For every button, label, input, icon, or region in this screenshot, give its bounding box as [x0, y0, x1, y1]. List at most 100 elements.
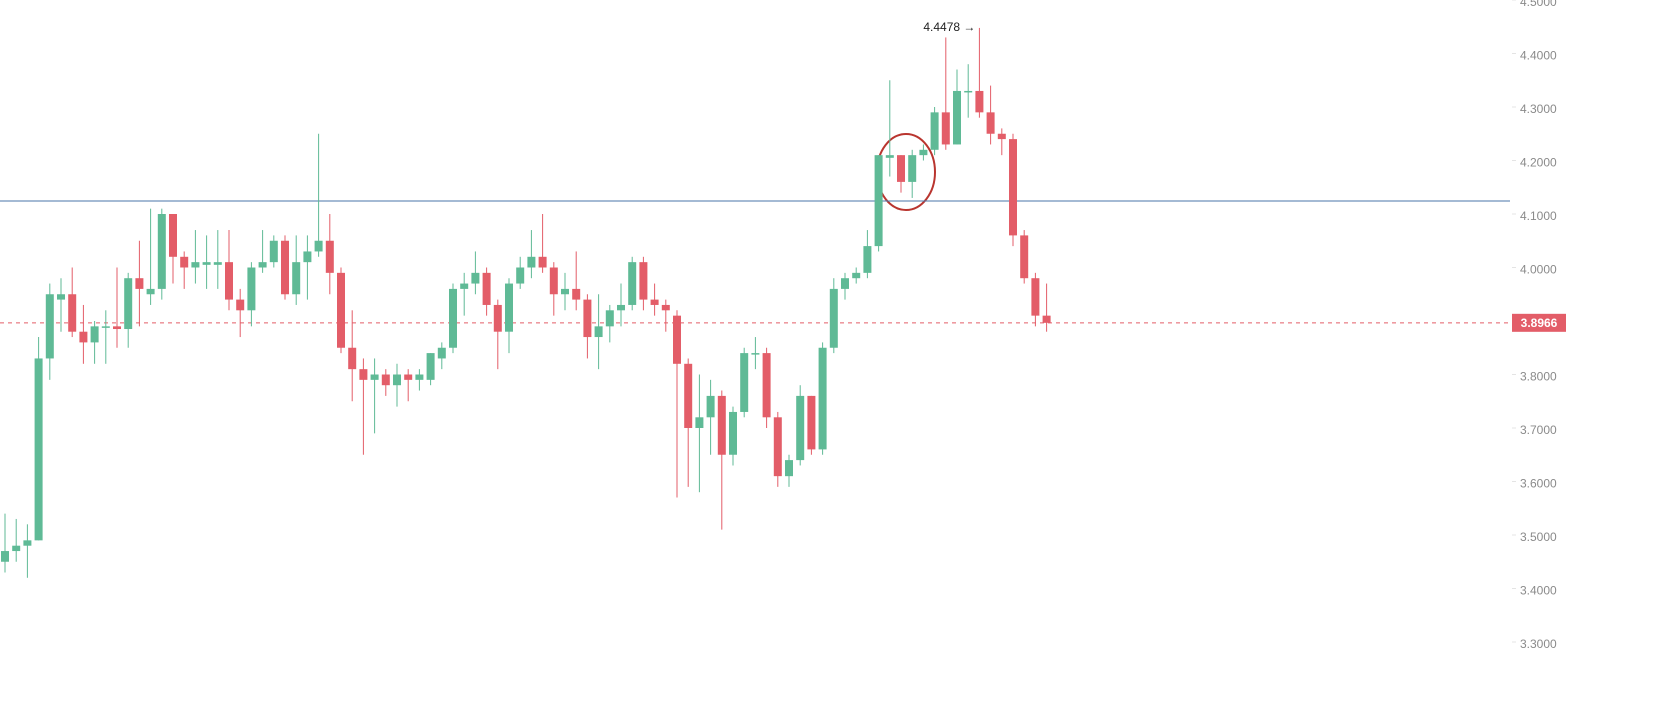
- candle-body: [740, 353, 749, 412]
- candle-body: [594, 326, 603, 338]
- candle-body: [415, 374, 424, 380]
- candle-body: [101, 326, 110, 328]
- candle-body: [337, 272, 345, 348]
- candle-body: [113, 326, 121, 330]
- candle-body: [68, 294, 77, 332]
- candle-body: [617, 304, 625, 311]
- candle-body: [964, 90, 973, 93]
- candle-body: [471, 272, 480, 284]
- candle-body: [146, 288, 155, 295]
- candle-body: [930, 112, 939, 150]
- candle-body: [639, 262, 648, 300]
- candle-body: [628, 262, 637, 305]
- candle-body: [213, 262, 222, 265]
- candle-body: [684, 363, 693, 428]
- candle-body: [863, 246, 872, 273]
- candle-body: [157, 214, 166, 289]
- candle-body: [247, 267, 256, 311]
- candle-body: [359, 369, 368, 380]
- candle-body: [953, 90, 961, 145]
- candle-body: [796, 395, 805, 461]
- candle-body: [34, 358, 43, 541]
- y-tick-label: 4.1000: [1520, 209, 1557, 223]
- y-tick-label: 4.3000: [1520, 102, 1557, 116]
- candle-body: [505, 283, 513, 332]
- candle-body: [908, 155, 917, 182]
- candle-body: [258, 262, 267, 268]
- candle-body: [986, 112, 995, 134]
- candle-body: [706, 395, 715, 418]
- candle-body: [269, 240, 278, 263]
- y-tick-label: 3.5000: [1520, 530, 1557, 544]
- candle-body: [236, 299, 245, 311]
- candle-body: [135, 278, 144, 289]
- candle-body: [449, 288, 457, 348]
- candle-body: [650, 299, 659, 305]
- y-tick-label: 3.8000: [1520, 370, 1557, 384]
- candle-body: [516, 267, 525, 284]
- candle-body: [1031, 278, 1040, 316]
- candle-body: [919, 149, 928, 156]
- candle-body: [79, 331, 88, 343]
- candle-body: [1042, 315, 1051, 323]
- y-tick-label: 3.6000: [1520, 477, 1557, 491]
- candle-body: [90, 326, 99, 343]
- candle-body: [975, 90, 984, 113]
- candle-body: [482, 272, 491, 305]
- candle-body: [493, 304, 502, 332]
- candle-body: [292, 262, 301, 295]
- candle-body: [852, 272, 861, 279]
- y-tick-label: 4.2000: [1520, 156, 1557, 170]
- candle-body: [348, 347, 357, 370]
- candle-body: [12, 545, 21, 552]
- y-tick-label: 3.7000: [1520, 423, 1557, 437]
- candle-body: [303, 251, 312, 263]
- y-tick-label: 4.4000: [1520, 49, 1557, 63]
- candle-body: [785, 460, 793, 477]
- candle-body: [393, 374, 401, 386]
- candle-body: [673, 315, 681, 364]
- candle-body: [807, 395, 816, 450]
- y-tick-label: 4.0000: [1520, 263, 1557, 277]
- candle-body: [314, 240, 323, 252]
- candle-body: [695, 417, 704, 428]
- candle-body: [180, 256, 189, 268]
- annotation: 4.4478 →: [923, 20, 975, 34]
- candle-body: [561, 288, 569, 295]
- candle-body: [57, 294, 65, 300]
- candle-body: [225, 262, 233, 300]
- y-tick-label: 3.4000: [1520, 584, 1557, 598]
- candle-body: [997, 133, 1006, 140]
- candle-body: [381, 374, 390, 386]
- candle-body: [941, 112, 950, 145]
- candle-body: [23, 540, 32, 546]
- candle-body: [549, 267, 558, 295]
- candle-body: [874, 155, 883, 247]
- y-tick-label: 3.3000: [1520, 637, 1557, 651]
- candle-body: [202, 262, 211, 265]
- candle-body: [661, 304, 670, 311]
- last-price-label: 3.8966: [1521, 316, 1558, 330]
- candle-body: [717, 395, 726, 455]
- candle-body: [1, 551, 9, 562]
- candle-body: [538, 256, 547, 268]
- candle-body: [45, 294, 54, 359]
- candle-body: [1009, 139, 1017, 236]
- candle-body: [191, 262, 200, 268]
- candle-body: [897, 155, 905, 182]
- highlight-circle: [876, 133, 936, 211]
- candle-body: [1020, 235, 1029, 279]
- candle-body: [325, 240, 334, 273]
- candle-body: [572, 288, 581, 300]
- candle-body: [829, 288, 838, 348]
- candle-body: [169, 214, 177, 257]
- candle-body: [762, 353, 771, 418]
- y-tick-label: 4.5000: [1520, 0, 1557, 9]
- candle-body: [729, 411, 737, 455]
- candle-body: [818, 347, 827, 450]
- candle-body: [751, 353, 760, 355]
- candle-body: [437, 347, 446, 359]
- candle-body: [370, 374, 379, 380]
- candle-body: [460, 283, 469, 289]
